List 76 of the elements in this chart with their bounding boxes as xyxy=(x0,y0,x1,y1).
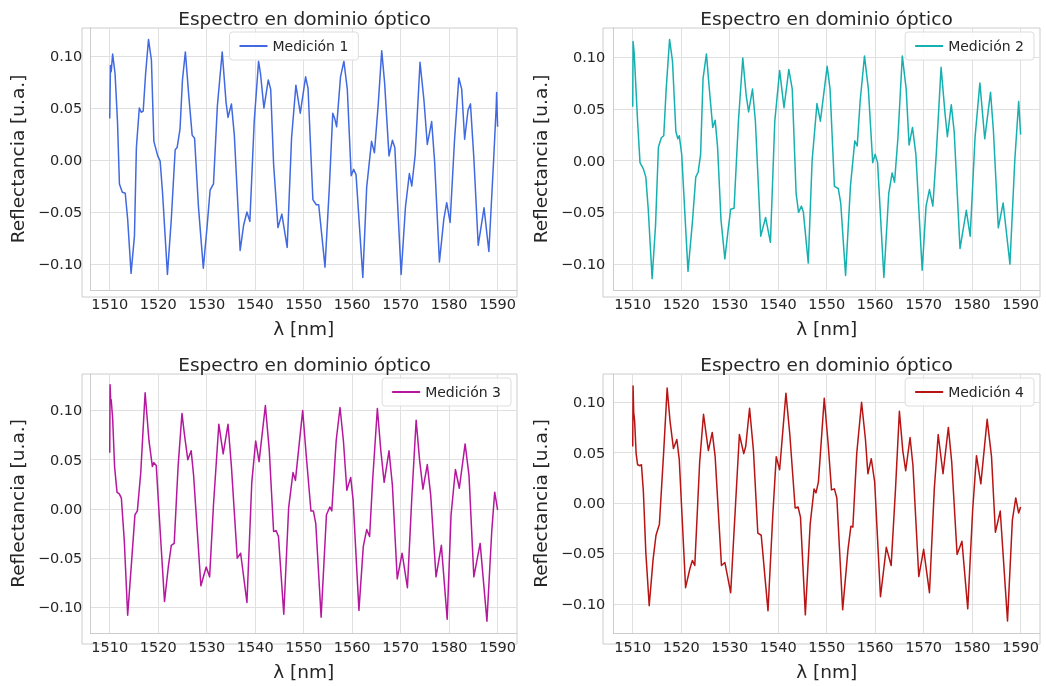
x-tick-label: 1580 xyxy=(430,638,468,655)
x-tick-label: 1530 xyxy=(188,638,226,655)
x-tick-label: 1590 xyxy=(479,295,517,312)
y-tick-label: −0.05 xyxy=(37,204,83,221)
y-tick-label: −0.05 xyxy=(560,545,606,562)
chart-title: Espectro en dominio óptico xyxy=(178,8,431,29)
x-tick-label: 1520 xyxy=(139,295,177,312)
x-tick-label: 1550 xyxy=(808,638,846,655)
y-axis-title: Reflectancia [u.a.] xyxy=(7,74,28,244)
y-axis-title: Reflectancia [u.a.] xyxy=(7,419,28,588)
x-tick-label: 1540 xyxy=(236,295,274,312)
y-tick-label: 0.10 xyxy=(50,402,83,419)
chart-title: Espectro en dominio óptico xyxy=(178,354,431,375)
x-tick-label: 1560 xyxy=(856,295,894,312)
y-axis-title: Reflectancia [u.a.] xyxy=(530,74,551,244)
x-tick-label: 1580 xyxy=(430,295,468,312)
x-tick-label: 1560 xyxy=(333,295,371,312)
y-tick-label: 0.10 xyxy=(573,49,606,65)
y-axis-title: Reflectancia [u.a.] xyxy=(530,419,551,588)
y-tick-label: 0.00 xyxy=(573,152,606,169)
x-tick-label: 1580 xyxy=(953,638,991,655)
y-tick-label: 0.05 xyxy=(50,451,83,468)
x-tick-label: 1520 xyxy=(662,638,700,655)
y-tick-label: −0.10 xyxy=(560,595,606,612)
line-series xyxy=(631,38,1022,280)
x-tick-label: 1540 xyxy=(759,295,797,312)
y-tick-label: 0.00 xyxy=(50,500,83,517)
line-series xyxy=(108,38,499,279)
legend-label: Medición 3 xyxy=(425,384,502,400)
x-tick-label: 1570 xyxy=(382,638,420,655)
y-tick-label: −0.10 xyxy=(560,256,606,273)
chart-title: Espectro en dominio óptico xyxy=(700,354,953,375)
chart-title: Espectro en dominio óptico xyxy=(700,8,953,29)
y-tick-label: 0.00 xyxy=(50,152,83,169)
x-tick-label: 1560 xyxy=(333,638,371,655)
x-tick-label: 1590 xyxy=(479,638,517,655)
x-tick-label: 1560 xyxy=(856,638,894,655)
x-axis-title: λ [nm] xyxy=(796,661,858,682)
x-axis-title: λ [nm] xyxy=(273,318,335,339)
y-tick-label: −0.05 xyxy=(37,550,83,567)
y-tick-label: −0.10 xyxy=(37,256,83,273)
x-tick-label: 1550 xyxy=(285,295,323,312)
line-series xyxy=(108,384,499,622)
legend-label: Medición 4 xyxy=(948,384,1025,400)
y-tick-label: 0.00 xyxy=(573,495,606,511)
y-tick-label: 0.05 xyxy=(573,444,606,461)
y-tick-label: −0.10 xyxy=(37,599,83,616)
x-tick-label: 1540 xyxy=(759,638,797,655)
x-tick-label: 1510 xyxy=(91,295,129,312)
x-tick-label: 1540 xyxy=(236,638,274,655)
legend-label: Medición 2 xyxy=(948,38,1025,54)
x-tick-label: 1550 xyxy=(808,295,846,312)
x-tick-label: 1590 xyxy=(1002,638,1040,655)
x-tick-label: 1530 xyxy=(188,295,226,312)
x-axis-title: λ [nm] xyxy=(273,661,335,682)
line-series xyxy=(631,385,1022,622)
x-tick-label: 1570 xyxy=(905,638,943,655)
x-tick-label: 1510 xyxy=(614,295,652,312)
x-tick-label: 1570 xyxy=(905,295,943,312)
x-tick-label: 1530 xyxy=(711,638,749,655)
x-axis-title: λ [nm] xyxy=(796,318,858,339)
x-tick-label: 1550 xyxy=(285,638,323,655)
x-tick-label: 1510 xyxy=(614,638,652,655)
x-tick-label: 1570 xyxy=(382,295,420,312)
x-tick-label: 1580 xyxy=(953,295,991,312)
y-tick-label: 0.05 xyxy=(50,100,83,117)
y-tick-label: 0.10 xyxy=(573,394,606,411)
y-tick-label: 0.05 xyxy=(573,100,606,117)
x-tick-label: 1520 xyxy=(662,295,700,312)
y-tick-label: 0.10 xyxy=(50,48,83,65)
y-tick-label: −0.05 xyxy=(560,204,606,221)
x-tick-label: 1590 xyxy=(1002,295,1040,312)
x-tick-label: 1510 xyxy=(91,638,129,655)
x-tick-label: 1520 xyxy=(139,638,177,655)
legend-label: Medición 1 xyxy=(272,38,349,54)
x-tick-label: 1530 xyxy=(711,295,749,312)
